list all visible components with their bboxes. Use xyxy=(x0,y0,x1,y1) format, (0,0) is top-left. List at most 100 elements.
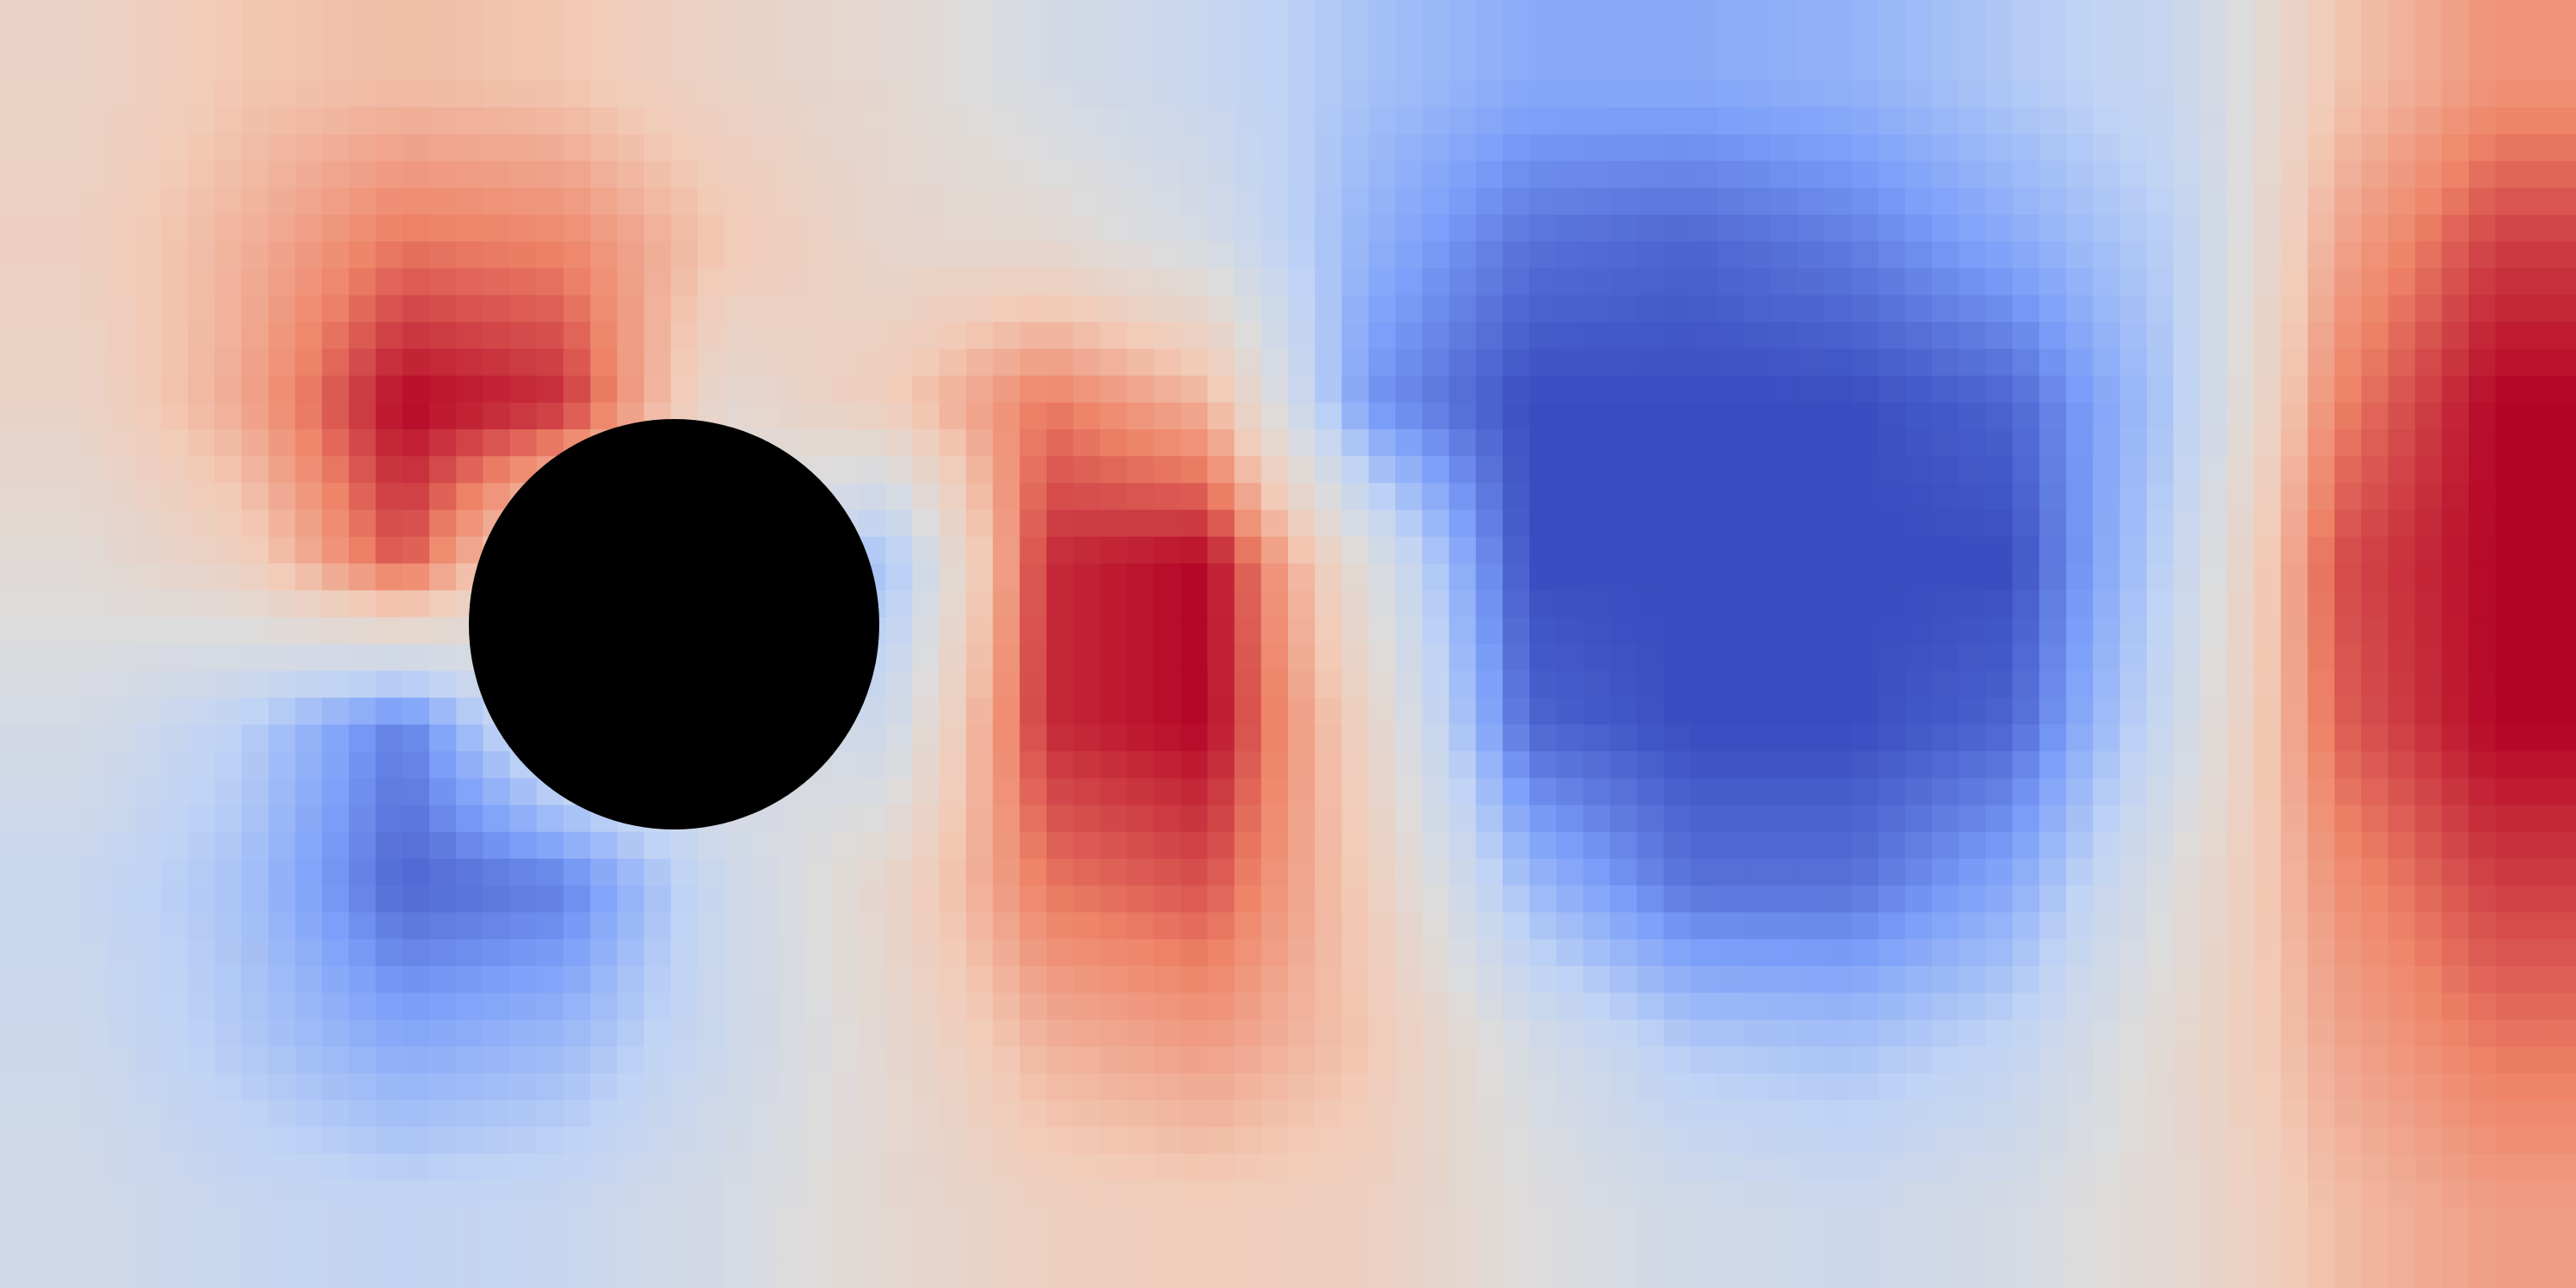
heatmap-cell xyxy=(349,966,377,993)
heatmap-cell xyxy=(644,80,671,108)
heatmap-cell xyxy=(2012,644,2040,671)
heatmap-cell xyxy=(2334,671,2362,699)
heatmap-cell xyxy=(2012,53,2040,82)
heatmap-cell xyxy=(161,966,189,993)
heatmap-cell xyxy=(241,1127,270,1155)
heatmap-cell xyxy=(2549,402,2576,430)
heatmap-cell xyxy=(1475,134,1504,162)
heatmap-cell xyxy=(939,590,967,618)
heatmap-cell xyxy=(2093,1153,2121,1182)
heatmap-cell xyxy=(1288,268,1315,296)
heatmap-cell xyxy=(2469,295,2496,323)
heatmap-cell xyxy=(1959,644,1987,671)
heatmap-cell xyxy=(1663,241,1692,270)
heatmap-cell xyxy=(1610,644,1637,671)
heatmap-cell xyxy=(295,1153,323,1182)
heatmap-cell xyxy=(1959,697,1987,726)
heatmap-cell xyxy=(1261,402,1289,430)
heatmap-cell xyxy=(2281,295,2309,323)
heatmap-cell xyxy=(1181,161,1208,189)
heatmap-cell xyxy=(1932,375,1959,404)
heatmap-cell xyxy=(1959,1046,1987,1074)
heatmap-cell xyxy=(805,375,833,404)
heatmap-cell xyxy=(1690,912,1718,940)
heatmap-cell xyxy=(671,1153,699,1182)
heatmap-cell xyxy=(402,429,430,457)
heatmap-cell xyxy=(831,1019,860,1048)
heatmap-cell xyxy=(2200,375,2228,404)
heatmap-cell xyxy=(805,349,833,377)
heatmap-cell xyxy=(697,1234,726,1262)
heatmap-cell xyxy=(724,939,752,967)
heatmap-cell xyxy=(751,27,779,55)
heatmap-cell xyxy=(1825,509,1852,538)
heatmap-cell xyxy=(241,751,270,779)
heatmap-cell xyxy=(322,1019,349,1048)
heatmap-cell xyxy=(2173,859,2202,886)
heatmap-cell xyxy=(805,161,833,189)
heatmap-cell xyxy=(590,912,618,940)
heatmap-cell xyxy=(1717,429,1745,457)
heatmap-cell xyxy=(27,1234,55,1262)
heatmap-cell xyxy=(2254,805,2281,833)
heatmap-cell xyxy=(2147,215,2174,242)
heatmap-cell xyxy=(1905,0,1933,27)
heatmap-cell xyxy=(295,456,323,484)
heatmap-cell xyxy=(2200,456,2228,484)
heatmap-cell xyxy=(2441,966,2470,993)
heatmap-cell xyxy=(885,1181,914,1208)
heatmap-cell xyxy=(1207,0,1236,27)
heatmap-cell xyxy=(1395,912,1423,940)
heatmap-cell xyxy=(2469,859,2496,886)
heatmap-cell xyxy=(2173,134,2202,162)
heatmap-cell xyxy=(1744,80,1772,108)
heatmap-cell xyxy=(859,429,886,457)
heatmap-cell xyxy=(966,671,993,699)
heatmap-cell xyxy=(1744,1234,1772,1262)
heatmap-cell xyxy=(993,375,1021,404)
heatmap-cell xyxy=(0,375,27,404)
heatmap-cell xyxy=(2173,912,2202,940)
heatmap-cell xyxy=(2119,1046,2148,1074)
heatmap-cell xyxy=(912,483,940,511)
heatmap-cell xyxy=(1475,537,1504,564)
heatmap-cell xyxy=(563,402,592,430)
heatmap-cell xyxy=(1449,509,1477,538)
heatmap-cell xyxy=(2254,1019,2281,1048)
heatmap-cell xyxy=(1959,590,1987,618)
heatmap-cell xyxy=(1663,831,1692,860)
heatmap-cell xyxy=(912,161,940,189)
heatmap-cell xyxy=(2469,1234,2496,1262)
heatmap-cell xyxy=(2388,724,2416,752)
heatmap-cell xyxy=(1019,1100,1048,1128)
heatmap-cell xyxy=(2469,509,2496,538)
heatmap-cell xyxy=(429,322,457,349)
heatmap-cell xyxy=(2281,912,2309,940)
heatmap-cell xyxy=(1905,831,1933,860)
heatmap-cell xyxy=(2361,859,2389,886)
heatmap-cell xyxy=(1905,1234,1933,1262)
heatmap-cell xyxy=(322,778,349,806)
heatmap-cell xyxy=(2227,0,2255,27)
heatmap-cell xyxy=(1583,53,1611,82)
heatmap-cell xyxy=(2254,134,2281,162)
heatmap-cell xyxy=(1529,912,1558,940)
heatmap-cell xyxy=(1878,1019,1906,1048)
heatmap-cell xyxy=(2254,1073,2281,1101)
heatmap-cell xyxy=(1207,322,1236,349)
heatmap-cell xyxy=(1610,966,1637,993)
heatmap-cell xyxy=(993,563,1021,592)
heatmap-cell xyxy=(1475,563,1504,592)
heatmap-cell xyxy=(590,966,618,993)
heatmap-cell xyxy=(2066,1100,2094,1128)
heatmap-cell xyxy=(80,697,108,726)
heatmap-cell xyxy=(1046,1073,1074,1101)
heatmap-cell xyxy=(1503,27,1530,55)
heatmap-cell xyxy=(1181,456,1208,484)
heatmap-cell xyxy=(268,268,296,296)
heatmap-cell xyxy=(1368,644,1396,671)
heatmap-cell xyxy=(1019,27,1048,55)
heatmap-cell xyxy=(402,375,430,404)
heatmap-cell xyxy=(1368,671,1396,699)
heatmap-cell xyxy=(2522,939,2550,967)
